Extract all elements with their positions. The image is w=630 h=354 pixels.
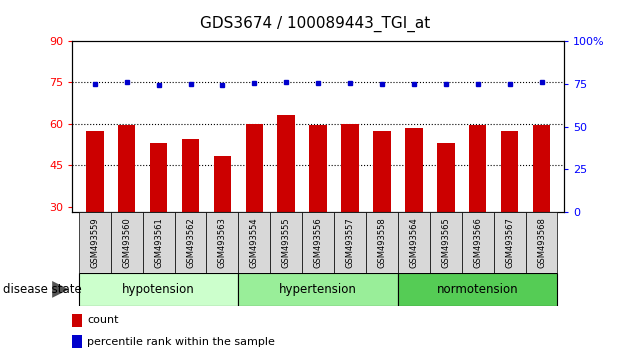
Text: GSM493563: GSM493563 bbox=[218, 217, 227, 268]
Bar bbox=[118, 125, 135, 290]
Bar bbox=[181, 139, 199, 290]
Text: GSM493564: GSM493564 bbox=[410, 217, 418, 268]
Text: percentile rank within the sample: percentile rank within the sample bbox=[88, 337, 275, 347]
Bar bbox=[277, 115, 295, 290]
FancyBboxPatch shape bbox=[238, 212, 270, 273]
Text: GSM493562: GSM493562 bbox=[186, 217, 195, 268]
Text: disease state: disease state bbox=[3, 283, 82, 296]
FancyBboxPatch shape bbox=[79, 273, 238, 306]
FancyBboxPatch shape bbox=[111, 212, 142, 273]
Polygon shape bbox=[52, 281, 69, 298]
FancyBboxPatch shape bbox=[398, 273, 558, 306]
Text: GSM493558: GSM493558 bbox=[377, 217, 386, 268]
Bar bbox=[533, 125, 550, 290]
FancyBboxPatch shape bbox=[175, 212, 207, 273]
Text: GSM493560: GSM493560 bbox=[122, 217, 131, 268]
FancyBboxPatch shape bbox=[207, 212, 238, 273]
Bar bbox=[309, 125, 327, 290]
Bar bbox=[150, 143, 168, 290]
Bar bbox=[437, 143, 455, 290]
Text: GDS3674 / 100089443_TGI_at: GDS3674 / 100089443_TGI_at bbox=[200, 16, 430, 32]
Bar bbox=[86, 131, 103, 290]
Text: GSM493567: GSM493567 bbox=[505, 217, 514, 268]
Text: GSM493557: GSM493557 bbox=[346, 217, 355, 268]
Text: GSM493568: GSM493568 bbox=[537, 217, 546, 268]
FancyBboxPatch shape bbox=[302, 212, 334, 273]
Bar bbox=[72, 314, 82, 327]
Text: hypertension: hypertension bbox=[279, 283, 357, 296]
Text: GSM493561: GSM493561 bbox=[154, 217, 163, 268]
Text: hypotension: hypotension bbox=[122, 283, 195, 296]
FancyBboxPatch shape bbox=[525, 212, 558, 273]
FancyBboxPatch shape bbox=[334, 212, 366, 273]
Text: normotension: normotension bbox=[437, 283, 518, 296]
Text: GSM493565: GSM493565 bbox=[441, 217, 450, 268]
FancyBboxPatch shape bbox=[494, 212, 525, 273]
Text: GSM493559: GSM493559 bbox=[90, 217, 100, 268]
Text: GSM493566: GSM493566 bbox=[473, 217, 482, 268]
Bar bbox=[373, 131, 391, 290]
Bar bbox=[214, 156, 231, 290]
FancyBboxPatch shape bbox=[462, 212, 494, 273]
Bar bbox=[469, 125, 486, 290]
Text: count: count bbox=[88, 315, 119, 325]
FancyBboxPatch shape bbox=[238, 273, 398, 306]
FancyBboxPatch shape bbox=[366, 212, 398, 273]
Bar bbox=[72, 335, 82, 348]
FancyBboxPatch shape bbox=[79, 212, 111, 273]
FancyBboxPatch shape bbox=[270, 212, 302, 273]
Bar bbox=[341, 124, 359, 290]
Text: GSM493556: GSM493556 bbox=[314, 217, 323, 268]
Text: GSM493554: GSM493554 bbox=[250, 217, 259, 268]
Bar bbox=[405, 128, 423, 290]
FancyBboxPatch shape bbox=[398, 212, 430, 273]
FancyBboxPatch shape bbox=[430, 212, 462, 273]
FancyBboxPatch shape bbox=[142, 212, 175, 273]
Text: GSM493555: GSM493555 bbox=[282, 217, 290, 268]
Bar bbox=[501, 131, 518, 290]
Bar bbox=[246, 124, 263, 290]
